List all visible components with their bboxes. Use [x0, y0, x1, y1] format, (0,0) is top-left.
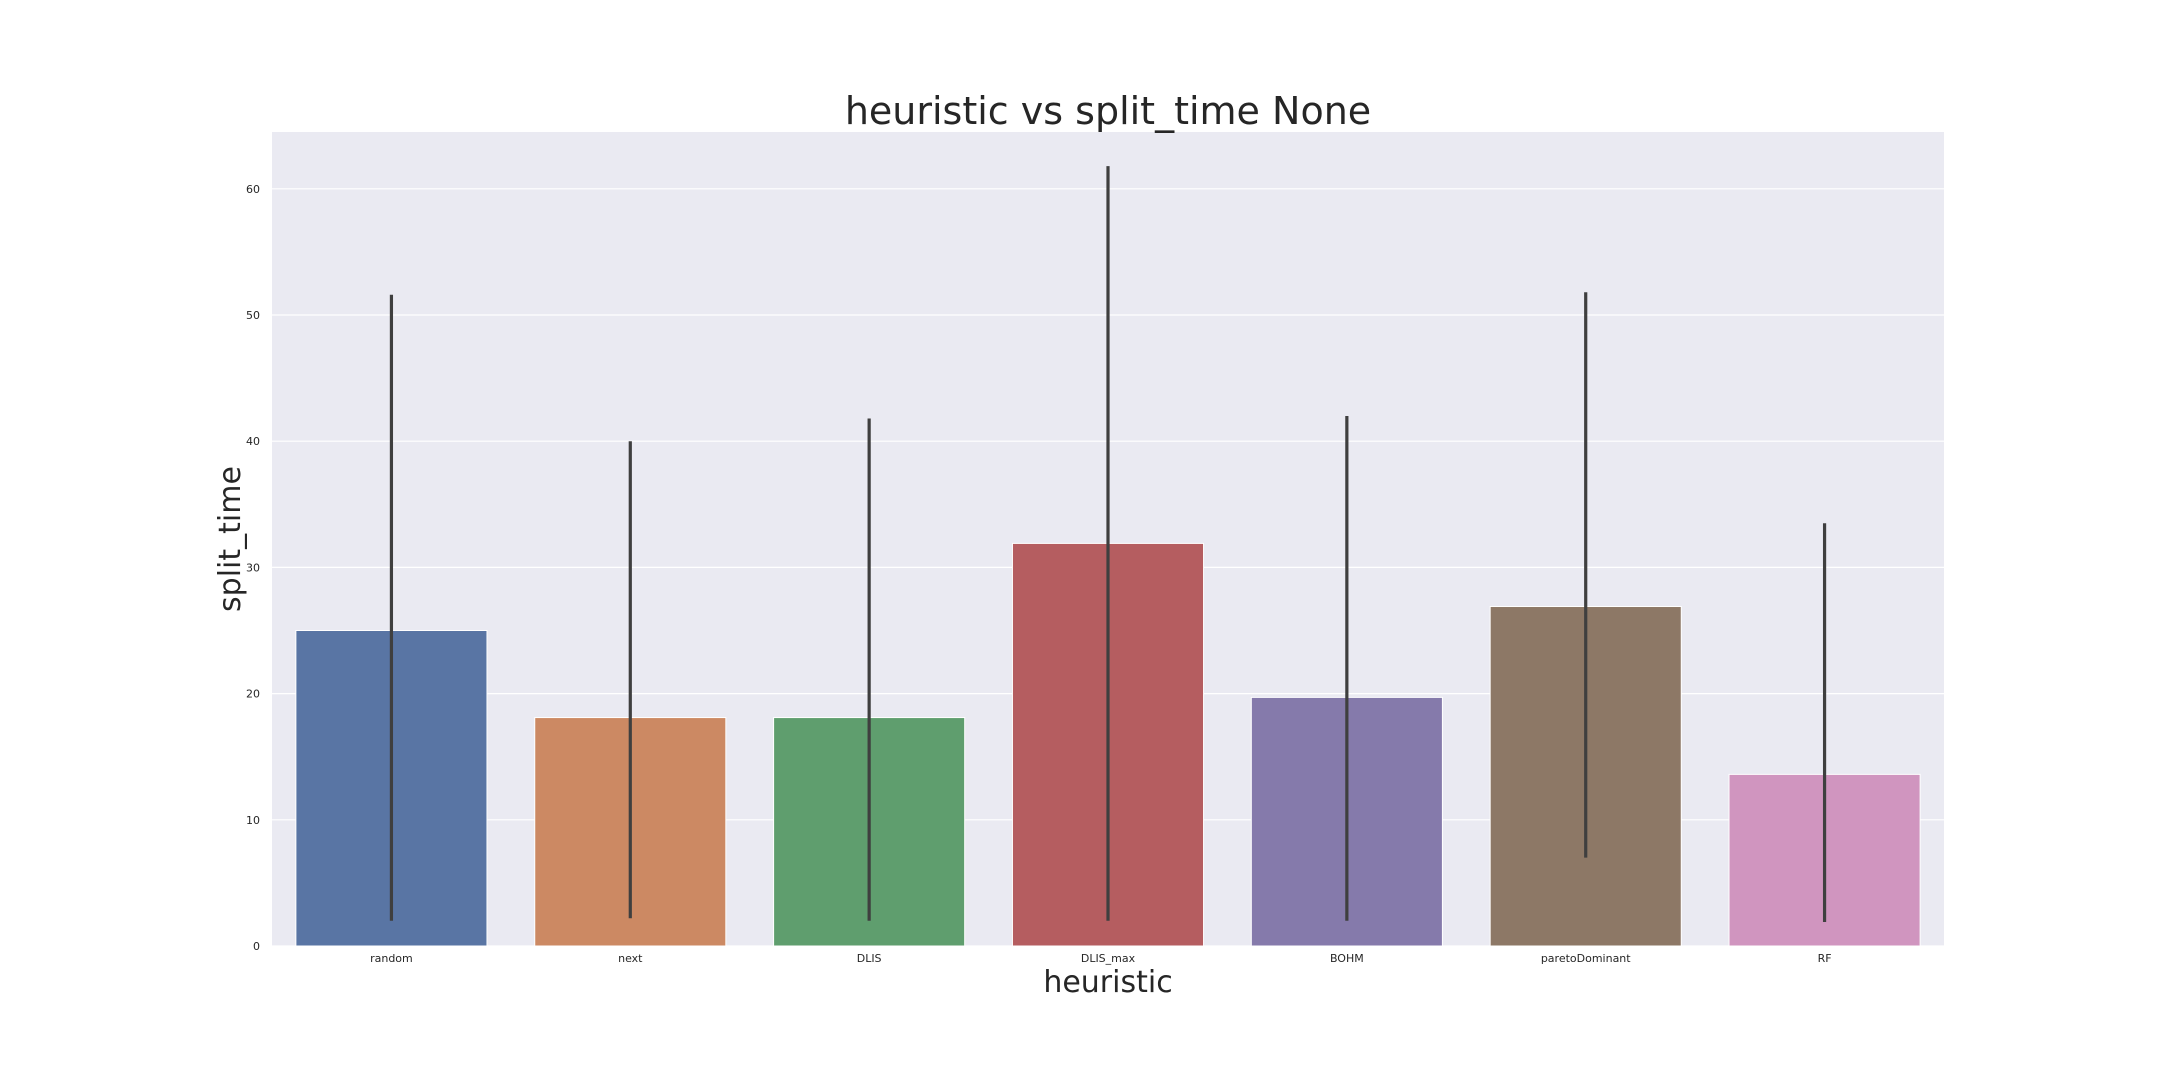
x-tick-label: next — [618, 952, 643, 965]
y-axis-ticks: 0 10 20 30 40 50 60 — [246, 183, 260, 953]
x-axis-label: heuristic — [1043, 965, 1172, 1000]
x-tick-label: paretoDominant — [1541, 952, 1631, 965]
y-tick-label: 0 — [253, 940, 260, 953]
x-tick-label: BOHM — [1330, 952, 1364, 965]
y-axis-label: split_time — [213, 466, 248, 612]
x-tick-label: DLIS_max — [1081, 952, 1136, 965]
y-tick-label: 30 — [246, 561, 260, 574]
y-tick-label: 10 — [246, 814, 260, 827]
x-axis-ticks: random next DLIS DLIS_max BOHM paretoDominant… — [370, 952, 1831, 965]
y-tick-label: 60 — [246, 183, 260, 196]
y-tick-label: 50 — [246, 309, 260, 322]
chart-title: heuristic vs split_time None — [845, 89, 1371, 133]
x-tick-label: random — [370, 952, 413, 965]
y-tick-label: 40 — [246, 435, 260, 448]
y-tick-label: 20 — [246, 688, 260, 701]
error-bars — [389, 166, 1827, 923]
x-tick-label: DLIS — [857, 952, 882, 965]
x-tick-label: RF — [1818, 952, 1832, 965]
